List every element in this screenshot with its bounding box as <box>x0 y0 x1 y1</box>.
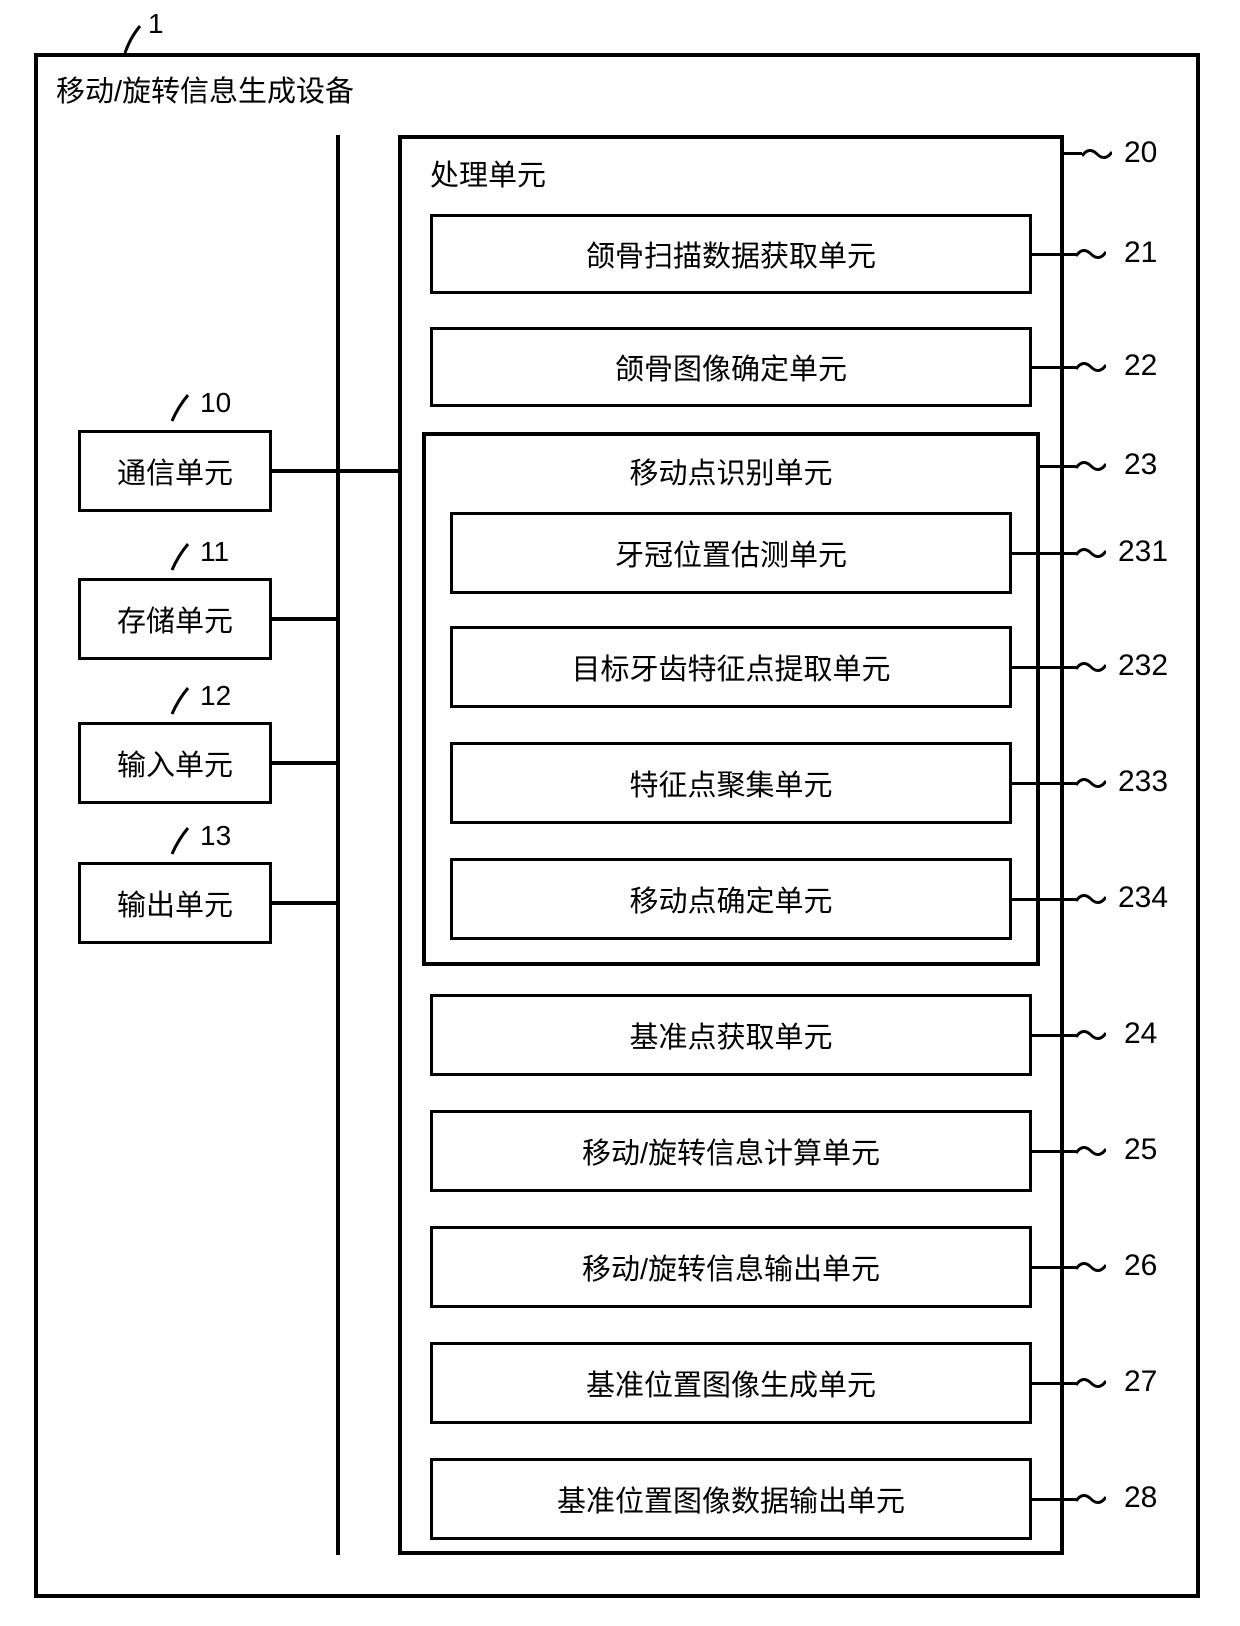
tilde-mark <box>1076 889 1106 909</box>
tilde-mark <box>1076 1257 1106 1277</box>
bus-connector-right <box>336 469 398 473</box>
left-unit-number: 12 <box>200 680 231 712</box>
lead-line <box>1032 1266 1076 1269</box>
lead-23 <box>1040 465 1076 468</box>
lead-line <box>1032 1382 1076 1385</box>
bus-connector-left <box>272 617 336 621</box>
unit-number: 233 <box>1118 765 1168 799</box>
tilde-mark <box>1076 244 1106 264</box>
lead-line <box>1012 898 1076 901</box>
left-unit-number: 11 <box>200 536 229 568</box>
unit-box: 牙冠位置估测单元 <box>450 512 1012 594</box>
lead-line <box>1032 253 1076 256</box>
num-23: 23 <box>1124 448 1157 482</box>
unit-box: 特征点聚集单元 <box>450 742 1012 824</box>
left-unit-number: 10 <box>200 387 231 419</box>
unit-number: 24 <box>1124 1017 1157 1051</box>
unit-box: 移动/旋转信息输出单元 <box>430 1226 1032 1308</box>
unit-box: 颌骨图像确定单元 <box>430 327 1032 407</box>
unit-box: 基准位置图像生成单元 <box>430 1342 1032 1424</box>
unit-box: 基准位置图像数据输出单元 <box>430 1458 1032 1540</box>
unit-number: 25 <box>1124 1133 1157 1167</box>
lead-line <box>1032 1034 1076 1037</box>
nested-title-23: 移动点识别单元 <box>422 450 1040 492</box>
unit-number: 22 <box>1124 349 1157 383</box>
left-unit-number: 13 <box>200 820 231 852</box>
left-tick <box>168 538 204 574</box>
unit-number: 26 <box>1124 1249 1157 1283</box>
bus-connector-left <box>272 901 336 905</box>
unit-number: 21 <box>1124 236 1157 270</box>
unit-number: 28 <box>1124 1481 1157 1515</box>
lead-20 <box>1064 152 1082 155</box>
left-tick <box>168 389 204 425</box>
tilde-mark <box>1076 1141 1106 1161</box>
tilde-mark <box>1076 657 1106 677</box>
tilde-mark <box>1076 773 1106 793</box>
tilde-mark <box>1076 357 1106 377</box>
bus-connector-left <box>272 761 336 765</box>
left-tick <box>168 822 204 858</box>
lead-line <box>1012 782 1076 785</box>
tilde-20 <box>1082 144 1112 164</box>
unit-box: 移动点确定单元 <box>450 858 1012 940</box>
left-tick <box>168 682 204 718</box>
bus-connector-left <box>272 469 336 473</box>
tilde-mark <box>1076 1025 1106 1045</box>
lead-line <box>1032 366 1076 369</box>
tilde-mark <box>1076 543 1106 563</box>
unit-box: 目标牙齿特征点提取单元 <box>450 626 1012 708</box>
left-unit-box: 通信单元 <box>78 430 272 512</box>
num-20: 20 <box>1124 136 1157 170</box>
left-unit-box: 输入单元 <box>78 722 272 804</box>
tilde-23 <box>1076 456 1106 476</box>
unit-number: 27 <box>1124 1365 1157 1399</box>
lead-line <box>1032 1150 1076 1153</box>
tilde-mark <box>1076 1373 1106 1393</box>
unit-box: 颌骨扫描数据获取单元 <box>430 214 1032 294</box>
left-unit-box: 存储单元 <box>78 578 272 660</box>
bus-vertical <box>336 135 340 1555</box>
processing-unit-title: 处理单元 <box>430 152 546 194</box>
unit-number: 234 <box>1118 881 1168 915</box>
lead-line <box>1012 552 1076 555</box>
lead-line <box>1012 666 1076 669</box>
lead-line <box>1032 1498 1076 1501</box>
outer-number: 1 <box>148 8 164 40</box>
unit-box: 移动/旋转信息计算单元 <box>430 1110 1032 1192</box>
unit-box: 基准点获取单元 <box>430 994 1032 1076</box>
unit-number: 231 <box>1118 535 1168 569</box>
unit-number: 232 <box>1118 649 1168 683</box>
left-unit-box: 输出单元 <box>78 862 272 944</box>
tilde-mark <box>1076 1489 1106 1509</box>
outer-title: 移动/旋转信息生成设备 <box>56 68 354 110</box>
